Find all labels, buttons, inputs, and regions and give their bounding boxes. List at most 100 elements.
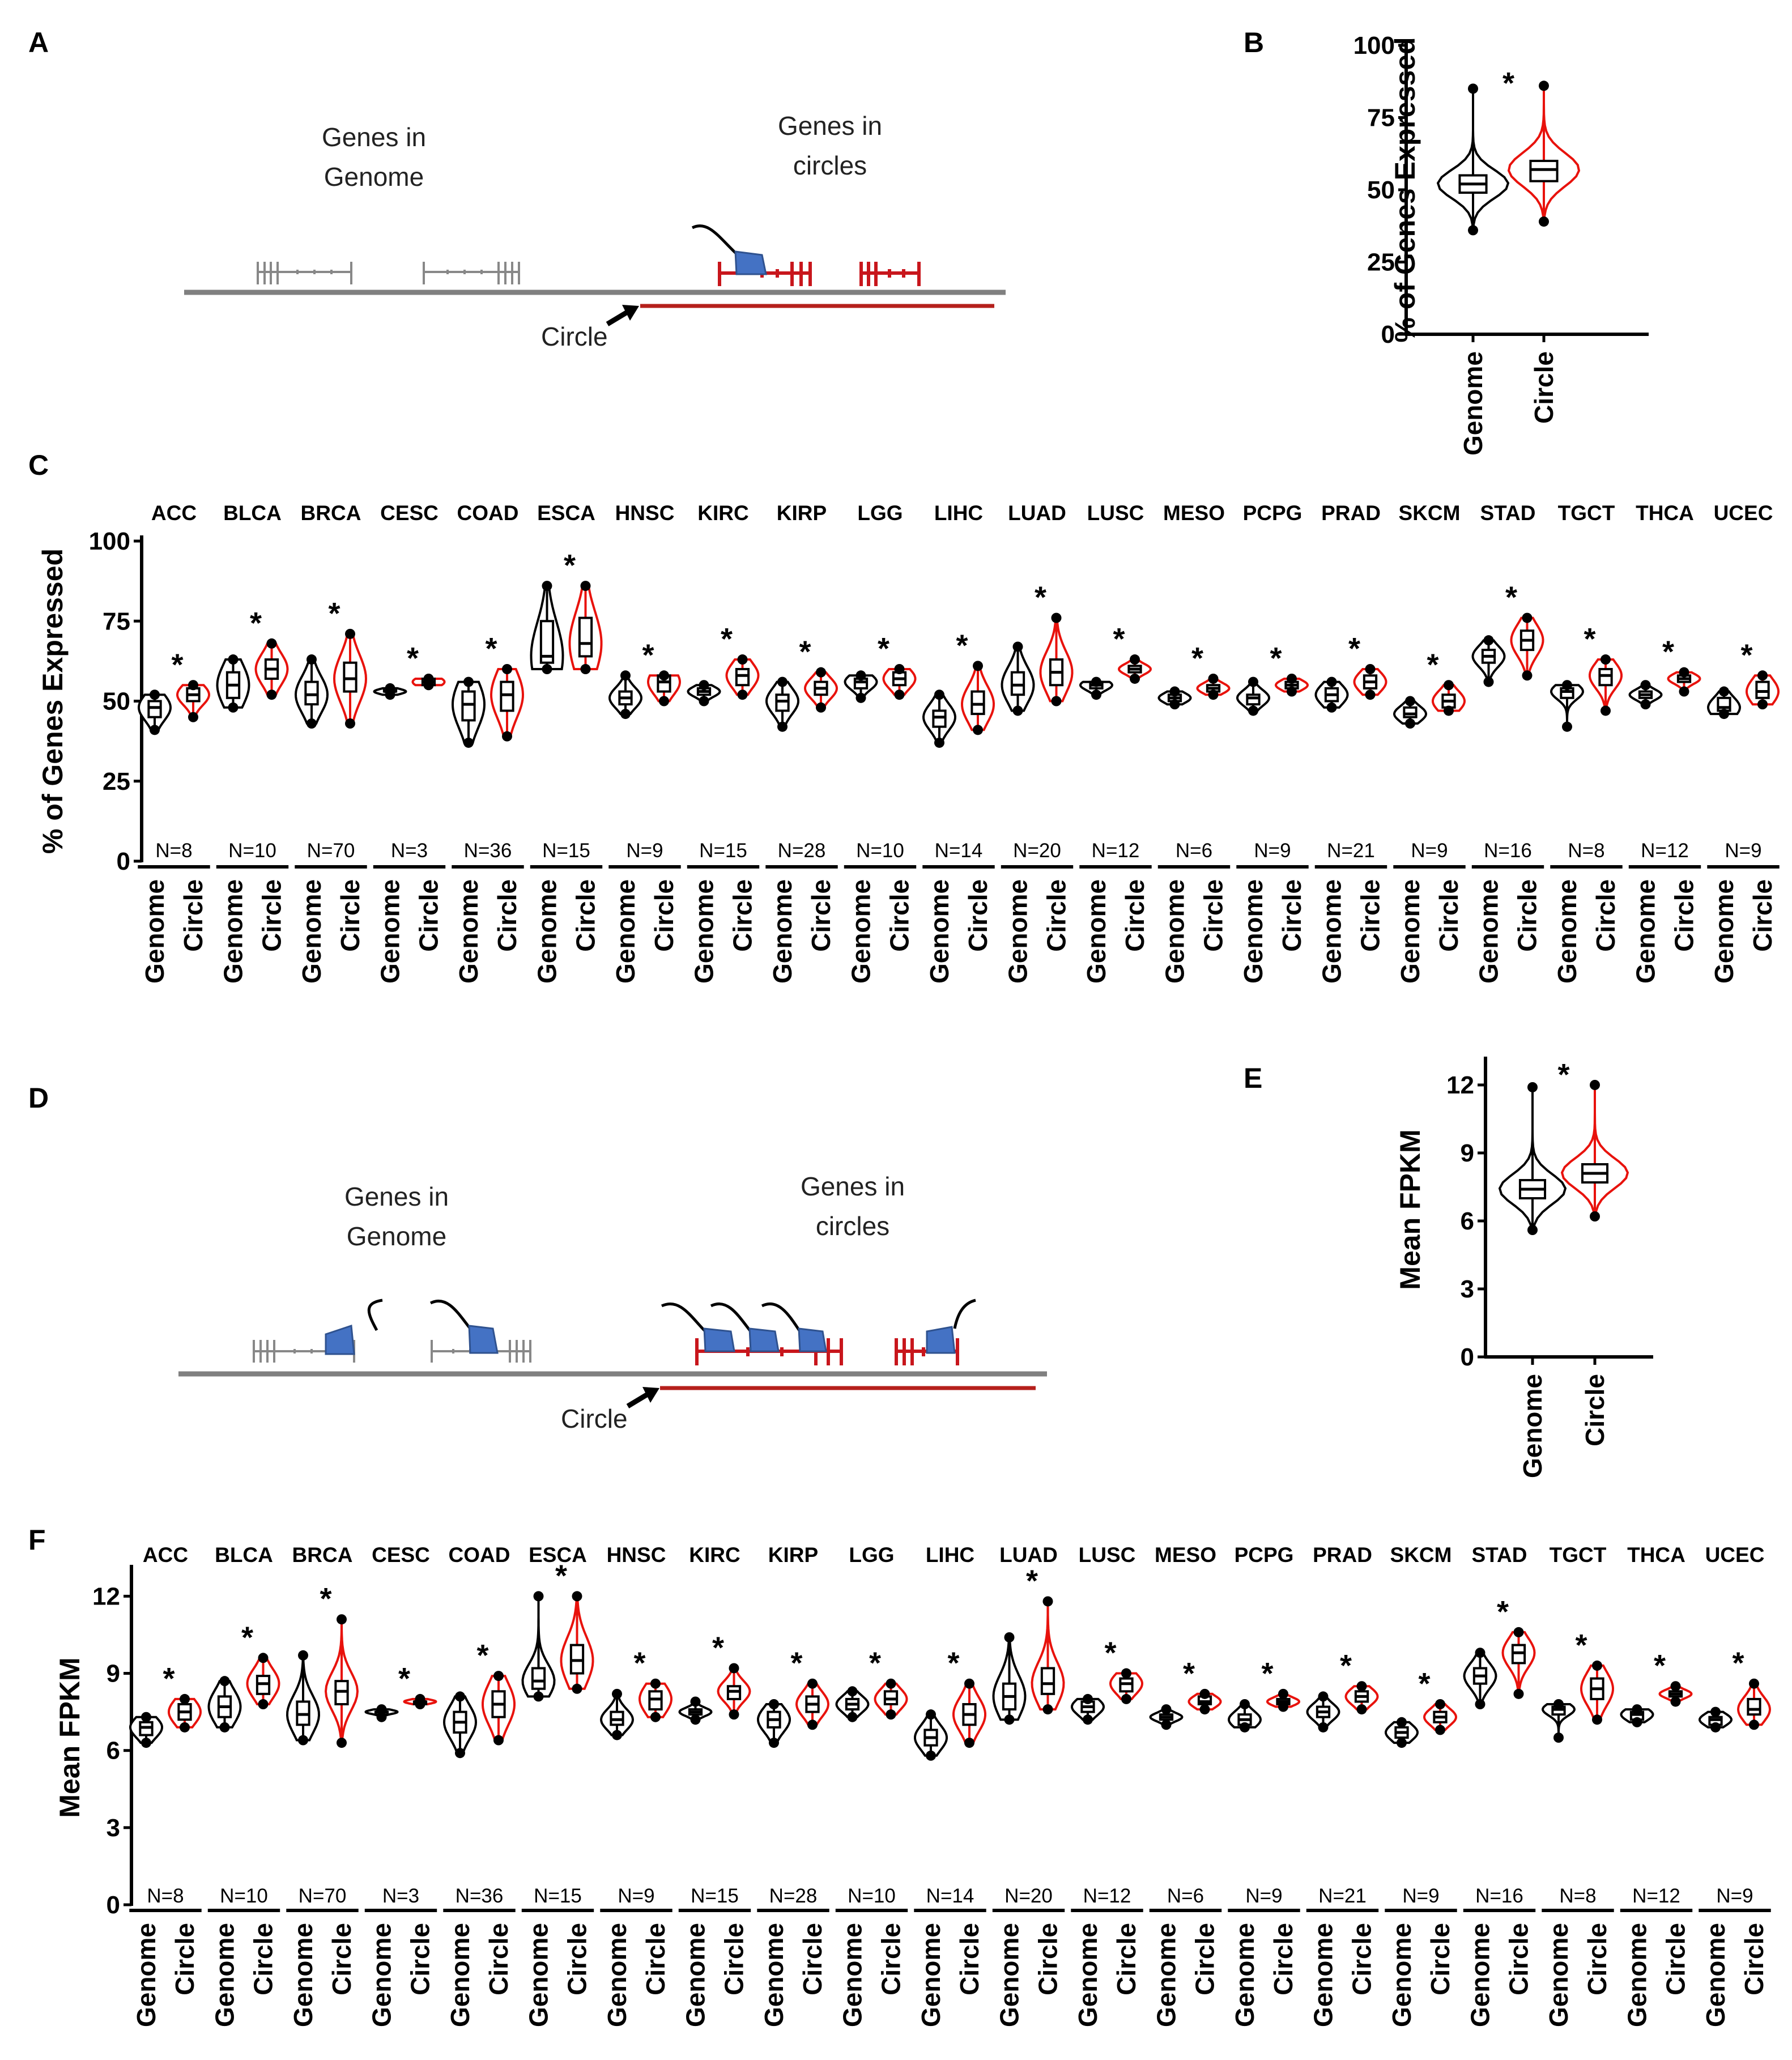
significance-star: * [1502, 66, 1514, 100]
polymerase-icon [761, 1302, 827, 1352]
significance-star: * [1113, 622, 1125, 656]
gene-icon [257, 262, 352, 284]
facet-circle-outlier [1208, 673, 1219, 684]
genome-genes-label: Genes in [322, 122, 426, 152]
x-group-label: Genome [602, 1923, 632, 2027]
facet-title: SKCM [1399, 501, 1461, 525]
polymerase-icon [710, 1302, 780, 1352]
facet-title: CESC [380, 501, 439, 525]
facet-genome-outlier [699, 696, 709, 706]
x-group-label: Genome [1317, 879, 1347, 984]
x-group-label: Genome [916, 1923, 946, 2027]
significance-star: * [1654, 1649, 1666, 1683]
x-group-label: Circle [885, 879, 914, 952]
facet-genome-outlier [463, 737, 474, 748]
facet-genome-outlier [1318, 1722, 1329, 1733]
facet-circle-box [1755, 680, 1770, 699]
facet-genome-outlier [1632, 1717, 1642, 1727]
facet-genome-box [775, 693, 790, 712]
facet-n-label: N=14 [935, 840, 983, 862]
facet-genome-outlier [1012, 641, 1023, 652]
x-group-label: Circle [641, 1923, 670, 1995]
facet-circle-outlier [737, 689, 748, 700]
significance-star: * [1270, 641, 1282, 675]
x-group-label: Circle [1269, 1923, 1298, 1995]
circle-gene-icon [718, 262, 812, 286]
x-group-label: Genome [1309, 1923, 1338, 2027]
polymerase-icon [691, 224, 767, 275]
facet-genome-outlier [1326, 702, 1337, 713]
facet-n-label: N=16 [1484, 840, 1532, 862]
x-group-label: Circle [1670, 879, 1699, 952]
facet-circle-outlier [337, 1738, 347, 1748]
facet-genome-outlier [141, 1738, 151, 1748]
facet-circle-outlier [886, 1709, 896, 1720]
significance-star: * [1497, 1595, 1509, 1629]
x-group-label: Circle [335, 879, 365, 952]
series-genome-outlier [1527, 1225, 1538, 1235]
x-group-label: Genome [297, 879, 326, 984]
facet-circle-outlier [894, 689, 905, 700]
facet-genome-box [531, 1667, 546, 1690]
facet-circle-outlier [580, 581, 591, 591]
facet-circle-outlier [188, 712, 198, 722]
x-group-label: Genome [1623, 1923, 1652, 2027]
facet-genome-outlier [298, 1650, 308, 1661]
facet-genome-box [1246, 693, 1261, 706]
facet-circle-outlier [1444, 680, 1454, 691]
facet-circle-outlier [1513, 1688, 1524, 1699]
facet-genome-outlier [455, 1691, 465, 1702]
facet-circle-outlier [415, 1699, 425, 1709]
facet-circle-outlier [886, 1678, 896, 1689]
x-group-label: Circle [1580, 1374, 1610, 1446]
facet-genome-box [1403, 706, 1418, 718]
x-group-label: Circle [571, 879, 601, 952]
facet-genome-outlier [376, 1712, 387, 1722]
significance-star: * [171, 648, 183, 682]
facet-circle-box [971, 690, 985, 716]
facet-genome-outlier [1004, 1714, 1015, 1725]
facet-title: ESCA [529, 1543, 587, 1567]
significance-star: * [1584, 622, 1595, 656]
x-group-label: Circle [484, 1923, 513, 1995]
facet-circle-outlier [502, 731, 512, 742]
x-group-label: Circle [406, 1923, 435, 1995]
circle-genes-label: circles [793, 151, 867, 180]
x-group-label: Circle [1277, 879, 1306, 952]
facet-title: TGCT [1550, 1543, 1607, 1567]
facet-circle-outlier [1592, 1714, 1602, 1725]
facet-n-label: N=15 [534, 1885, 582, 1907]
facet-circle-outlier [188, 680, 198, 691]
y-tick-label: 6 [107, 1737, 120, 1765]
facet-genome-outlier [150, 725, 160, 735]
y-tick-label: 0 [117, 848, 130, 875]
facet-circle-outlier [659, 696, 669, 706]
significance-star: * [1026, 1564, 1038, 1598]
facet-circle-box [500, 680, 514, 712]
chart-panel-b: 0 25 50 75 100% of Genes Expressed Genome Circ… [1353, 32, 1649, 456]
facet-genome-outlier [1719, 709, 1729, 720]
facet-n-label: N=21 [1318, 1885, 1367, 1907]
x-group-label: Circle [1739, 1923, 1769, 1995]
facet-circle-outlier [1513, 1627, 1524, 1637]
facet-n-label: N=21 [1327, 840, 1375, 862]
x-group-label: Genome [995, 1923, 1024, 2027]
x-group-label: Circle [1748, 879, 1777, 952]
facet-circle-outlier [729, 1663, 739, 1674]
x-group-label: Circle [563, 1923, 592, 1995]
facet-circle-outlier [894, 664, 905, 674]
series-genome-outlier [1527, 1082, 1538, 1092]
x-group-label: Circle [257, 879, 287, 952]
facet-genome-outlier [463, 676, 474, 687]
circle-genes-label: circles [816, 1211, 889, 1241]
facet-genome-outlier [612, 1730, 622, 1740]
facet-circle-outlier [1051, 612, 1062, 623]
genome-genes-label: Genome [324, 162, 424, 191]
significance-star: * [1662, 635, 1674, 669]
facet-n-label: N=3 [382, 1885, 419, 1907]
chart-panel-f: 0 3 6 9 12 Mean FPKM ACC N=8 * Genome Circle BLCA N=… [54, 1543, 1772, 2027]
facet-genome-outlier [385, 689, 395, 700]
facet-n-label: N=36 [464, 840, 512, 862]
x-group-label: Genome [1466, 1923, 1495, 2027]
significance-star: * [721, 622, 733, 656]
